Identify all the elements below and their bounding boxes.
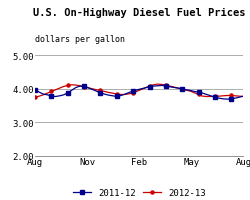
Text: U.S. On-Highway Diesel Fuel Prices: U.S. On-Highway Diesel Fuel Prices — [33, 8, 244, 18]
2011-12 — [225, 98, 228, 101]
2012-13 — [50, 91, 53, 93]
2012-13 — [164, 84, 167, 87]
Line: 2011-12: 2011-12 — [34, 84, 244, 101]
2011-12 — [164, 85, 167, 88]
2011-12 — [172, 87, 175, 89]
Text: dollars per gallon: dollars per gallon — [35, 35, 125, 44]
Line: 2012-13: 2012-13 — [34, 83, 244, 99]
2012-13 — [172, 86, 175, 89]
2011-12 — [107, 94, 110, 97]
2011-12 — [34, 89, 36, 92]
2012-13 — [229, 95, 232, 97]
2011-12 — [50, 95, 53, 98]
2011-12 — [143, 87, 146, 90]
2012-13 — [241, 96, 244, 98]
2012-13 — [34, 96, 36, 99]
Legend: 2011-12, 2012-13: 2011-12, 2012-13 — [72, 188, 205, 197]
2011-12 — [131, 90, 134, 93]
2012-13 — [131, 92, 134, 95]
2012-13 — [156, 83, 158, 86]
2011-12 — [241, 95, 244, 98]
2012-13 — [107, 92, 110, 94]
2011-12 — [160, 85, 163, 87]
